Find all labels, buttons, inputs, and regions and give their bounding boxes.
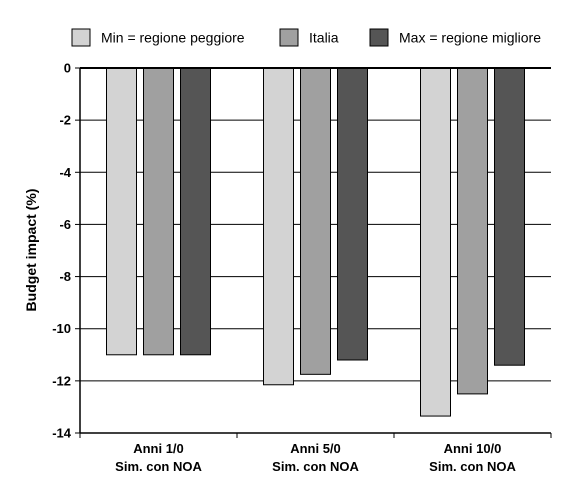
bar-0-0 xyxy=(106,67,137,356)
y-tick-label-7: -14 xyxy=(52,426,72,441)
bar-1-1 xyxy=(300,67,331,375)
bar-0-2 xyxy=(420,67,451,417)
x-category-label-0-1: Sim. con NOA xyxy=(115,459,202,474)
y-tick-label-3: -6 xyxy=(59,217,71,232)
y-tick-label-1: -2 xyxy=(59,113,71,128)
legend-swatch-0 xyxy=(71,28,91,47)
y-tick-label-4: -8 xyxy=(59,269,71,284)
y-tick-label-6: -12 xyxy=(52,373,71,388)
bar-1-2 xyxy=(457,67,488,395)
legend-label-1: Italia xyxy=(309,30,339,46)
bar-1-0 xyxy=(143,67,174,356)
legend: Min = regione peggiore Italia Max = region… xyxy=(71,28,541,47)
bars xyxy=(106,67,525,417)
x-category-label-1-1: Sim. con NOA xyxy=(272,459,359,474)
bar-2-0 xyxy=(180,67,211,356)
legend-swatch-1 xyxy=(279,28,299,47)
bar-2-1 xyxy=(337,67,368,361)
x-category-label-0-0: Anni 1/0 xyxy=(133,441,184,456)
bar-2-2 xyxy=(494,67,525,366)
x-category-label-2-0: Anni 10/0 xyxy=(444,441,502,456)
x-category-labels: Anni 1/0 Sim. con NOA Anni 5/0 Sim. con NOA… xyxy=(115,441,516,474)
y-tick-label-0: 0 xyxy=(64,61,71,76)
legend-label-2: Max = regione migliore xyxy=(399,30,541,46)
x-category-label-2-1: Sim. con NOA xyxy=(429,459,516,474)
y-axis-title: Budget impact (%) xyxy=(23,189,39,312)
legend-swatch-2 xyxy=(369,28,389,47)
axes xyxy=(75,67,552,438)
y-tick-labels: 0 -2 -4 -6 -8 -10 -12 -14 xyxy=(52,61,72,441)
bar-0-1 xyxy=(263,67,294,386)
legend-label-0: Min = regione peggiore xyxy=(101,30,245,46)
x-category-label-1-0: Anni 5/0 xyxy=(290,441,341,456)
y-tick-label-5: -10 xyxy=(52,321,71,336)
y-tick-label-2: -4 xyxy=(59,165,71,180)
